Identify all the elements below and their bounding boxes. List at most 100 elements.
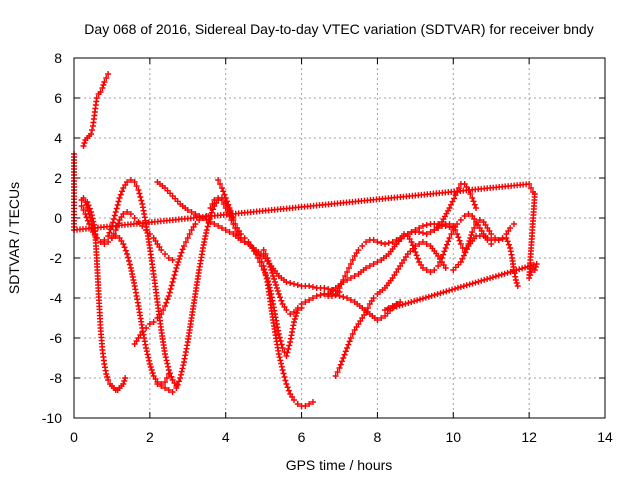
data-point bbox=[396, 302, 403, 309]
data-point bbox=[419, 239, 426, 245]
x-tick-label: 2 bbox=[146, 429, 154, 445]
data-point bbox=[81, 140, 88, 146]
data-point bbox=[431, 291, 438, 298]
data-point bbox=[469, 195, 476, 201]
data-point bbox=[127, 211, 134, 217]
data-point bbox=[207, 219, 214, 225]
data-point bbox=[148, 367, 155, 373]
data-point bbox=[445, 238, 452, 245]
data-point bbox=[162, 354, 169, 361]
data-point bbox=[457, 241, 464, 247]
data-point bbox=[192, 211, 199, 217]
data-point bbox=[115, 198, 122, 205]
data-point bbox=[209, 201, 216, 207]
data-point bbox=[339, 358, 346, 365]
data-point bbox=[437, 290, 444, 297]
data-point bbox=[450, 223, 457, 229]
data-point bbox=[278, 363, 285, 370]
data-point bbox=[423, 267, 430, 273]
x-tick-label: 10 bbox=[445, 429, 461, 445]
x-tick-label: 0 bbox=[70, 429, 78, 445]
data-point bbox=[218, 197, 225, 203]
data-point bbox=[179, 246, 186, 253]
data-point bbox=[467, 191, 474, 197]
data-point bbox=[285, 387, 292, 394]
x-tick-label: 6 bbox=[298, 429, 306, 445]
data-point bbox=[168, 282, 175, 289]
data-point bbox=[279, 345, 286, 351]
data-point bbox=[88, 131, 95, 137]
y-axis-label: SDTVAR / TECUs bbox=[6, 182, 22, 294]
chart-title: Day 068 of 2016, Sidereal Day-to-day VTE… bbox=[84, 21, 593, 37]
data-point bbox=[146, 321, 153, 327]
data-point bbox=[443, 288, 450, 295]
data-point bbox=[226, 229, 233, 235]
data-point bbox=[457, 284, 464, 290]
data-point bbox=[88, 218, 95, 224]
data-point bbox=[211, 221, 218, 227]
data-point bbox=[446, 287, 453, 294]
data-point bbox=[363, 309, 370, 315]
data-point bbox=[499, 236, 506, 242]
data-point bbox=[105, 233, 112, 239]
data-point bbox=[363, 265, 370, 271]
data-point bbox=[397, 235, 404, 241]
data-point bbox=[393, 301, 400, 307]
data-point bbox=[484, 235, 491, 241]
data-point bbox=[370, 261, 377, 267]
data-point bbox=[457, 259, 464, 265]
data-point bbox=[162, 351, 169, 357]
data-point bbox=[454, 284, 461, 291]
data-point bbox=[423, 231, 430, 237]
data-point bbox=[460, 283, 467, 290]
data-point bbox=[347, 275, 354, 281]
data-point bbox=[218, 185, 225, 191]
data-point bbox=[254, 255, 261, 261]
data-point bbox=[220, 201, 227, 207]
data-point bbox=[273, 285, 280, 291]
data-point bbox=[382, 307, 389, 313]
data-point bbox=[475, 278, 482, 285]
data-point bbox=[374, 317, 381, 323]
data-point bbox=[530, 261, 537, 268]
data-point bbox=[204, 223, 211, 230]
data-point bbox=[313, 293, 320, 299]
data-point bbox=[466, 281, 473, 288]
data-point bbox=[431, 267, 438, 273]
data-point bbox=[124, 209, 131, 215]
data-point bbox=[144, 351, 151, 358]
data-point bbox=[456, 237, 463, 244]
data-point bbox=[125, 258, 132, 264]
data-point bbox=[165, 363, 172, 370]
data-point bbox=[302, 299, 309, 305]
data-point bbox=[232, 225, 239, 231]
data-point bbox=[121, 244, 128, 251]
data-point bbox=[293, 310, 300, 316]
data-point bbox=[351, 273, 358, 279]
data-point bbox=[291, 316, 298, 322]
data-point bbox=[147, 364, 154, 370]
data-point bbox=[409, 242, 416, 249]
data-point bbox=[341, 351, 348, 358]
data-point bbox=[399, 301, 406, 308]
data-point bbox=[166, 289, 173, 296]
data-point bbox=[272, 282, 279, 288]
data-point bbox=[411, 298, 418, 305]
data-point bbox=[267, 287, 274, 294]
data-point bbox=[412, 249, 419, 255]
data-point bbox=[344, 269, 351, 275]
data-point bbox=[164, 296, 171, 303]
data-point bbox=[277, 294, 284, 301]
data-point bbox=[411, 245, 418, 252]
data-point bbox=[340, 355, 347, 361]
data-point bbox=[138, 197, 145, 204]
data-point bbox=[408, 239, 415, 245]
y-tick-label: -8 bbox=[50, 370, 63, 386]
data-point bbox=[342, 273, 349, 279]
data-point bbox=[117, 191, 124, 198]
data-point bbox=[531, 267, 538, 273]
data-point bbox=[274, 288, 281, 294]
data-point bbox=[78, 197, 85, 203]
data-point bbox=[405, 299, 412, 306]
